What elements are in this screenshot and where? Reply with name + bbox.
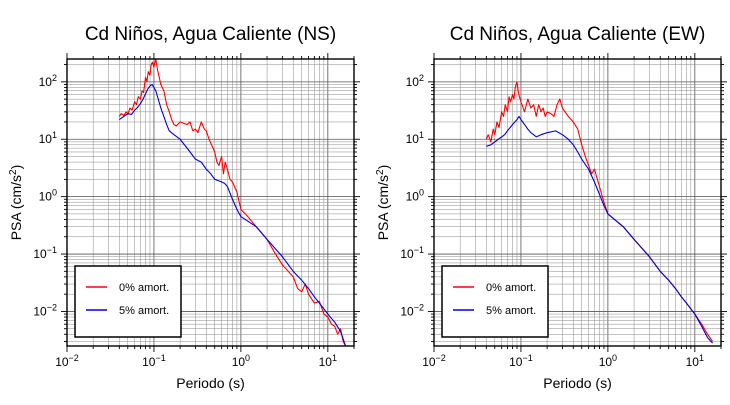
y-tick-label: 100 [406, 188, 424, 204]
y-tick-label: 102 [406, 73, 424, 89]
x-tick-label: 100 [599, 353, 617, 369]
y-tick-label: 10−2 [33, 302, 57, 318]
legend-box [441, 265, 549, 338]
legend-box [74, 265, 182, 338]
y-tick-label: 10−2 [400, 302, 424, 318]
y-tick-label: 10−1 [400, 245, 424, 261]
legend-label-1: 0% amort. [119, 282, 169, 294]
y-axis-label: PSA (cm/s2) [375, 165, 391, 241]
legend: 0% amort. 5% amort. [441, 265, 549, 338]
series-line-2 [119, 83, 347, 346]
x-tick-label: 10−2 [55, 353, 79, 369]
series-group [118, 59, 347, 346]
x-tick-label: 100 [232, 353, 250, 369]
y-tick-label: 101 [406, 130, 424, 146]
series-line-1 [118, 59, 347, 346]
legend-label-2: 5% amort. [119, 305, 169, 317]
grid [434, 59, 721, 346]
chart-panel-2: 10−2 10−1 100 101 10−2 10−1 100 101 102 Cd Niños,… [375, 24, 727, 391]
chart-title: Cd Niños, Agua Caliente (EW) [450, 24, 706, 45]
x-axis-label: Periodo (s) [543, 375, 611, 391]
legend-label-1: 0% amort. [486, 282, 536, 294]
x-tick-label: 10−2 [422, 353, 446, 369]
ticks [61, 53, 360, 352]
y-tick-label: 102 [39, 73, 57, 89]
y-tick-label: 101 [39, 130, 57, 146]
ticks [428, 53, 727, 352]
x-tick-label: 10−1 [142, 353, 166, 369]
chart-title: Cd Niños, Agua Caliente (NS) [85, 24, 336, 45]
y-tick-label: 10−1 [33, 245, 57, 261]
series-line-2 [486, 115, 713, 344]
legend-label-2: 5% amort. [486, 305, 536, 317]
x-tick-label: 101 [686, 353, 704, 369]
chart-panel-1: 10−2 10−1 100 101 10−2 10−1 100 101 102 Cd Niños,… [8, 24, 360, 391]
x-tick-label: 10−1 [509, 353, 533, 369]
y-axis-label: PSA (cm/s2) [8, 165, 24, 241]
y-tick-label: 100 [39, 188, 57, 204]
legend: 0% amort. 5% amort. [74, 265, 182, 338]
x-axis-label: Periodo (s) [176, 375, 244, 391]
series-group [485, 81, 714, 344]
x-tick-label: 101 [319, 353, 337, 369]
